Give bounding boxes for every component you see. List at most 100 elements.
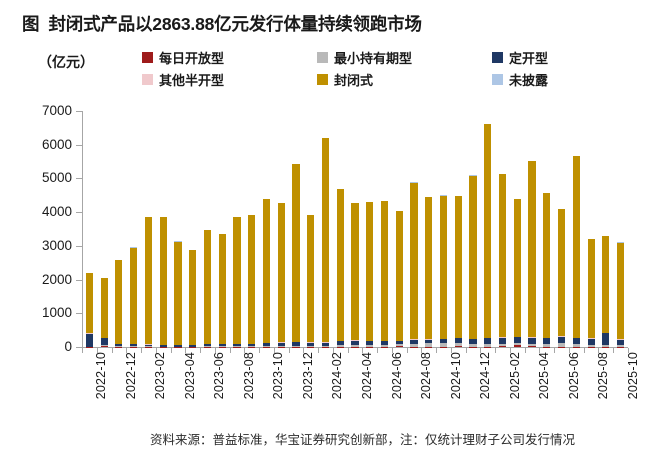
y-axis-tick [76,111,82,112]
bar-segment-0 [513,345,521,347]
bar-segment-1 [439,343,448,347]
legend-item-5[interactable]: 未披露 [492,70,642,89]
bar-column[interactable] [189,250,197,347]
bar-segment-2 [307,342,315,347]
bar-segment-4 [174,241,182,345]
bar-column[interactable] [262,198,271,347]
y-axis-label-text: 5000 [41,170,72,186]
bar-column[interactable] [498,174,507,347]
bar-column[interactable] [218,234,226,347]
bar-column[interactable] [85,272,93,347]
bar-segment-4 [159,217,167,345]
x-axis-tick [141,348,143,353]
bar-column[interactable] [395,210,403,347]
bar-segment-2 [203,344,212,347]
bar-column[interactable] [336,188,344,347]
bar-column[interactable] [454,196,462,347]
bar-column[interactable] [366,202,374,347]
bar-column[interactable] [351,202,359,347]
y-axis-tick [76,212,82,214]
bar-segment-4 [543,193,551,338]
bar-column[interactable] [587,238,595,347]
bar-segment-4 [218,234,226,344]
bar-segment-4 [469,175,477,340]
legend-item-0[interactable]: 每日开放型 [142,48,317,67]
bar-segment-2 [351,340,359,345]
x-axis-tick [583,348,585,353]
y-axis-tick [76,347,82,348]
x-axis-label: 2025-10 [625,352,640,400]
bar-column[interactable] [543,193,551,347]
bar-column[interactable] [513,198,521,347]
bar-column[interactable] [557,209,566,347]
bar-segment-2 [218,344,226,347]
bar-segment-4 [498,174,507,338]
bar-segment-4 [395,211,403,341]
legend-item-2[interactable]: 定开型 [492,48,642,67]
y-axis-label: 0 [22,340,72,354]
bar-column[interactable] [572,155,580,347]
bar-column[interactable] [159,217,167,347]
legend-item-4[interactable]: 封闭式 [317,70,492,89]
x-axis-tick [613,348,615,353]
bar-column[interactable] [380,201,389,347]
bar-segment-2 [439,339,448,344]
bar-column[interactable] [174,241,182,347]
bar-column[interactable] [528,161,536,347]
bar-segment-2 [425,339,433,344]
bar-column[interactable] [277,203,285,347]
x-axis-label: 2024-08 [419,352,434,400]
bar-column[interactable] [100,278,108,347]
x-axis-tick [96,348,98,353]
legend-item-label: 最小持有期型 [334,50,413,66]
bar-column[interactable] [410,182,418,347]
bar-segment-4 [572,156,580,338]
y-axis-label-text: 4000 [41,204,72,220]
bar-segment-1 [454,342,462,346]
x-axis-tick [273,348,275,353]
legend-item-3[interactable]: 其他半开型 [142,70,317,89]
x-axis-tick [244,348,246,353]
bar-column[interactable] [115,260,123,347]
y-axis-label-text: 6000 [41,136,72,152]
bar-segment-4 [602,236,610,333]
bar-segment-4 [351,202,359,341]
bar-column[interactable] [203,229,212,347]
bar-column[interactable] [617,242,625,347]
bar-column[interactable] [425,197,433,347]
x-axis-tick [200,348,202,353]
bar-column[interactable] [439,195,448,347]
x-axis-tick [524,348,526,353]
bar-segment-2 [602,333,610,345]
bar-column[interactable] [307,214,315,347]
x-axis-tick [347,348,349,353]
x-axis-tick [391,348,393,353]
bar-segment-4 [380,201,389,341]
bar-segment-2 [498,337,507,345]
bar-column[interactable] [602,236,610,347]
y-axis-tick [76,313,82,315]
y-axis-line [82,111,83,348]
bar-segment-2 [248,343,256,347]
bar-column[interactable] [321,137,330,347]
bar-column[interactable] [248,215,256,347]
bar-column[interactable] [144,216,152,347]
bar-segment-1 [484,344,492,347]
bar-column[interactable] [292,163,300,347]
bar-segment-2 [130,344,138,347]
bar-column[interactable] [469,175,477,347]
x-axis-line [82,347,628,348]
legend-item-1[interactable]: 最小持有期型 [317,48,492,67]
bar-segment-2 [366,340,374,345]
bar-segment-4 [617,242,625,340]
legend-swatch-icon [492,51,503,63]
bar-column[interactable] [484,124,492,347]
x-axis-tick [214,348,216,353]
legend-swatch-icon [142,51,153,63]
x-axis-tick [465,348,467,353]
bar-segment-2 [410,339,418,344]
bar-column[interactable] [130,247,138,347]
bar-segment-4 [115,260,123,345]
bar-column[interactable] [233,216,241,347]
x-axis-tick [495,348,497,353]
